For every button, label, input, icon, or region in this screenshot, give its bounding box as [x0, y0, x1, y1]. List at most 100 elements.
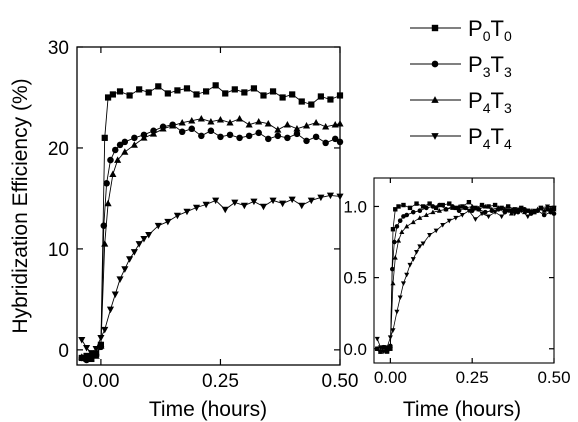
data-point: [401, 202, 406, 208]
data-point: [387, 335, 393, 341]
y-tick-label: 20: [48, 139, 69, 160]
data-point: [381, 344, 387, 350]
data-point: [390, 227, 396, 232]
data-point: [407, 205, 413, 211]
y-tick-label: 1.0: [343, 197, 367, 216]
data-point: [551, 205, 557, 211]
data-point: [472, 217, 478, 222]
data-point: [525, 214, 531, 220]
data-point: [404, 272, 410, 278]
data-point: [236, 114, 244, 122]
data-point: [525, 208, 531, 213]
data-point: [414, 250, 420, 255]
data-point: [130, 141, 138, 148]
data-point: [192, 204, 201, 212]
data-point: [293, 130, 301, 138]
data-point: [430, 204, 436, 209]
data-point: [388, 346, 393, 351]
data-point: [466, 208, 472, 214]
data-point: [317, 194, 325, 202]
data-point: [486, 214, 492, 220]
data-point: [424, 205, 429, 211]
data-point: [548, 206, 554, 212]
data-point: [236, 134, 243, 142]
inset-chart: 0.00 0.25 0.50 0.0 0.5 1.0 Time (hours): [343, 177, 571, 421]
data-point: [390, 280, 396, 286]
data-point: [397, 295, 403, 301]
data-point: [336, 92, 344, 99]
data-point: [447, 201, 452, 206]
data-point: [390, 328, 396, 333]
main-y-axis-title: Hybridization Efficiency (%): [9, 78, 32, 333]
data-point: [466, 199, 472, 205]
data-point: [222, 90, 229, 97]
data-point: [440, 202, 445, 208]
inset-tick-marks: [374, 178, 555, 363]
data-point: [140, 134, 148, 141]
data-point: [410, 257, 416, 262]
series-line: [81, 118, 341, 360]
data-point: [417, 215, 423, 220]
data-point: [336, 120, 344, 127]
data-point: [308, 101, 315, 108]
data-point: [126, 256, 134, 263]
data-point: [149, 130, 158, 137]
legend-label: P3T3: [468, 52, 512, 80]
data-point: [486, 204, 491, 209]
data-point: [288, 196, 296, 204]
series-line: [81, 84, 341, 360]
data-point: [245, 121, 253, 128]
data-point: [260, 92, 267, 99]
data-point: [399, 229, 405, 235]
x-tick-label: 0.00: [374, 368, 407, 387]
data-point: [240, 202, 248, 210]
y-tick-label: 0: [58, 341, 69, 362]
data-point: [82, 355, 91, 362]
data-point: [400, 281, 406, 286]
inset-series-layer: [374, 199, 557, 355]
data-point: [396, 204, 401, 209]
data-point: [427, 232, 433, 238]
data-point: [298, 202, 306, 210]
data-point: [528, 208, 534, 213]
data-point: [101, 240, 109, 247]
x-tick-label: 0.25: [456, 368, 489, 387]
series-circle: [374, 202, 557, 354]
main-tick-marks: [77, 46, 341, 365]
legend-marker: [431, 60, 439, 68]
data-point: [302, 122, 311, 129]
data-point: [512, 207, 517, 212]
y-tick-label: 10: [48, 240, 69, 261]
data-point: [433, 228, 439, 234]
data-point: [103, 180, 110, 187]
data-point: [407, 262, 413, 268]
data-point: [446, 218, 452, 224]
x-tick-label: 0.00: [82, 371, 119, 392]
data-point: [92, 352, 100, 359]
data-point: [104, 94, 112, 101]
data-point: [404, 212, 410, 218]
data-point: [212, 82, 219, 89]
data-point: [250, 198, 258, 206]
data-point: [414, 201, 419, 206]
legend-marker: [431, 24, 439, 32]
data-point: [544, 204, 550, 210]
data-point: [427, 201, 432, 206]
data-point: [410, 219, 416, 225]
main-series-layer: [78, 82, 344, 364]
data-point: [241, 89, 248, 96]
data-point: [522, 206, 527, 212]
data-point: [476, 206, 482, 212]
data-point: [169, 122, 177, 129]
series-triangle-down: [78, 192, 344, 357]
data-point: [164, 90, 171, 97]
data-point: [101, 134, 108, 141]
data-point: [515, 206, 521, 212]
data-point: [404, 223, 410, 229]
data-point: [135, 241, 143, 248]
data-point: [106, 306, 115, 314]
data-point: [378, 345, 384, 350]
data-point: [469, 203, 475, 209]
data-point: [327, 96, 334, 103]
data-point: [307, 197, 315, 205]
